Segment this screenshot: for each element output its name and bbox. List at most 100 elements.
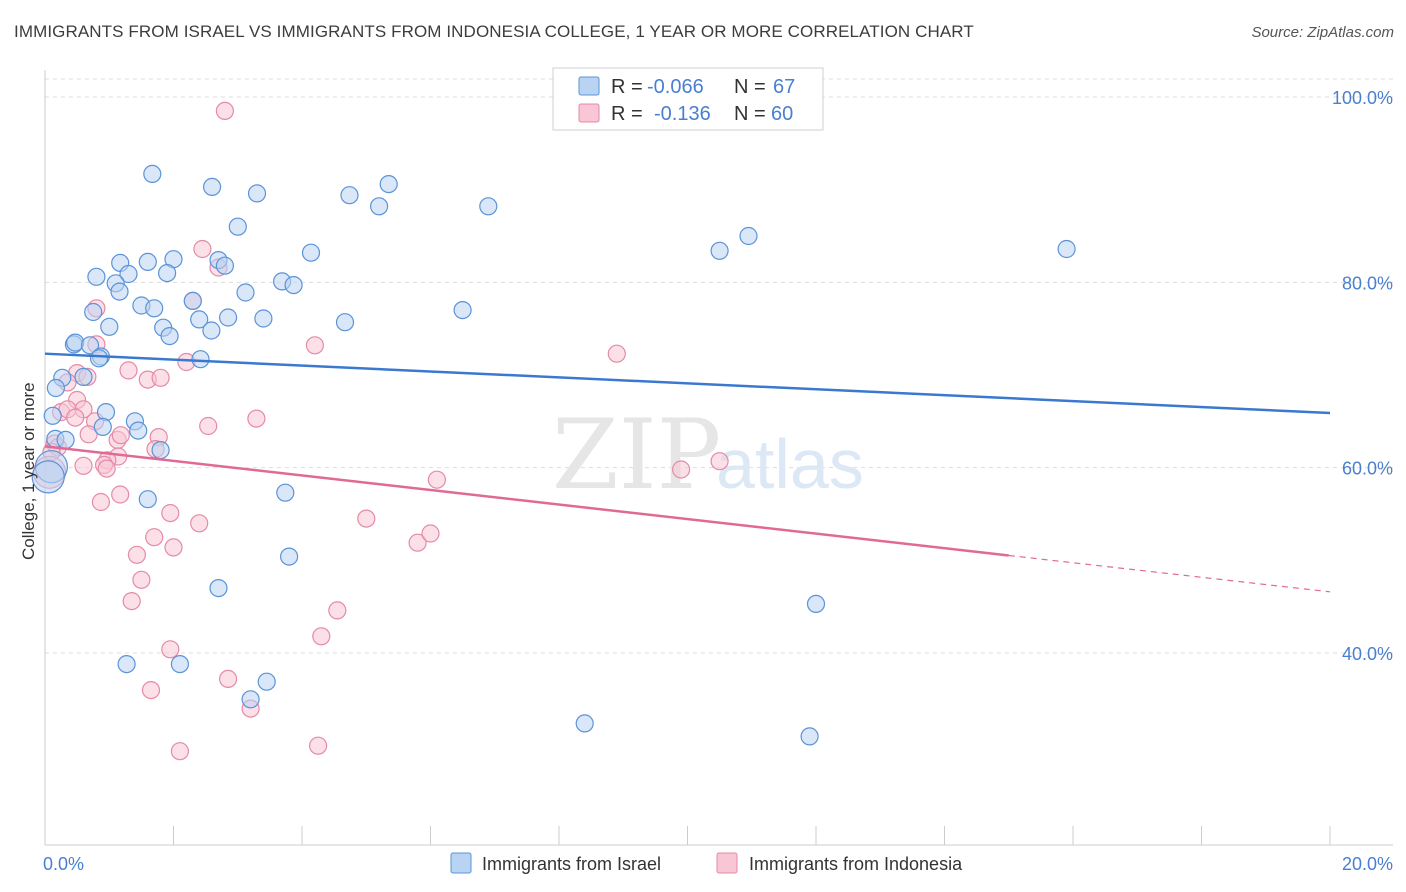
indonesia-point [164, 538, 183, 557]
israel-point [100, 317, 119, 336]
israel-point [575, 714, 594, 733]
y-tick-label: 40.0% [1342, 644, 1393, 664]
indonesia-point [66, 408, 85, 427]
watermark-zip: ZIP [552, 399, 721, 511]
israel-point [254, 309, 273, 328]
israel-point [219, 308, 238, 327]
legend-indonesia-swatch [578, 103, 600, 123]
israel-point [284, 276, 303, 295]
indonesia-point [161, 640, 180, 659]
israel-point [110, 282, 129, 301]
israel-point [739, 226, 758, 246]
israel-point [119, 264, 138, 284]
chart-title: IMMIGRANTS FROM ISRAEL VS IMMIGRANTS FRO… [14, 22, 974, 41]
israel-point [66, 333, 85, 352]
israel-point [43, 406, 62, 425]
israel-point [129, 421, 148, 440]
legend-israel-n-label: N = [734, 76, 766, 98]
indonesia-point [151, 368, 170, 387]
israel-point [138, 252, 157, 271]
indonesia-point [141, 680, 161, 700]
israel-point [276, 483, 295, 502]
israel-point [117, 654, 136, 674]
israel-point [301, 243, 321, 262]
israel-point [190, 310, 209, 329]
israel-point [203, 177, 222, 196]
indonesia-point [91, 492, 111, 512]
bottom-legend-indonesia-swatch [716, 852, 738, 874]
legend: R = -0.066 N = 67 R = -0.136 N = 60 [552, 67, 824, 131]
indonesia-point [219, 669, 238, 689]
israel-point [96, 403, 116, 422]
indonesia-point [357, 509, 376, 528]
indonesia-point [427, 470, 446, 489]
indonesia-point [671, 460, 691, 479]
israel-point [46, 378, 66, 398]
indonesia-point [132, 570, 151, 589]
israel-point [31, 460, 65, 494]
israel-point [84, 302, 103, 322]
trend-line-indonesia-extension [1008, 554, 1331, 593]
israel-point [1057, 239, 1076, 259]
y-tick-label: 100.0% [1332, 88, 1393, 108]
israel-point [80, 336, 100, 355]
legend-israel-swatch [578, 76, 600, 96]
israel-point [191, 350, 210, 369]
israel-point [710, 241, 729, 260]
israel-point [800, 727, 819, 746]
legend-indonesia-n-label: N = [734, 103, 766, 125]
israel-point [183, 291, 202, 310]
indonesia-point [710, 452, 729, 471]
indonesia-point [193, 239, 212, 259]
bottom-legend-indonesia-label: Immigrants from Indonesia [749, 854, 963, 874]
israel-point [56, 430, 75, 449]
israel-point [241, 690, 260, 709]
indonesia-point [305, 336, 324, 355]
legend-israel-r-value: -0.066 [647, 76, 704, 98]
israel-point [479, 197, 498, 216]
y-tick-label: 80.0% [1342, 273, 1393, 293]
israel-point [202, 321, 221, 340]
israel-point [257, 672, 276, 691]
israel-point [335, 313, 355, 332]
axes-layer: 100.0% 80.0% 60.0% 40.0% 0.0% 20.0% [43, 70, 1393, 874]
indonesia-point [127, 545, 146, 564]
israel-point [151, 441, 170, 460]
indonesia-point [421, 524, 440, 543]
israel-point [170, 654, 189, 674]
legend-indonesia-r-label: R = [611, 103, 643, 125]
indonesia-point [312, 627, 331, 646]
israel-point [280, 547, 299, 566]
legend-indonesia-r-value: -0.136 [654, 103, 711, 125]
israel-point [143, 164, 162, 183]
israel-point [379, 175, 398, 194]
indonesia-point [74, 456, 93, 475]
israel-point [74, 367, 93, 386]
indonesia-point [161, 503, 180, 523]
israel-point [138, 490, 157, 509]
bottom-legend-israel-swatch [450, 852, 472, 874]
legend-israel-n-value: 67 [773, 76, 795, 98]
trend-line-indonesia [44, 445, 1009, 557]
israel-point [370, 197, 389, 216]
grid-layer [45, 78, 1393, 654]
indonesia-point [170, 742, 189, 761]
indonesia-point [215, 101, 234, 121]
indonesia-point [607, 344, 626, 363]
indonesia-point [199, 416, 218, 436]
indonesia-point [119, 361, 138, 380]
israel-point [247, 184, 267, 203]
indonesia-point [97, 459, 116, 478]
indonesia-point [190, 514, 209, 533]
x-tick-label-max: 20.0% [1342, 854, 1393, 874]
israel-point [453, 301, 472, 320]
indonesia-point [79, 425, 98, 444]
indonesia-point [111, 485, 130, 504]
indonesia-point [309, 736, 328, 755]
israel-point [228, 217, 247, 236]
watermark: ZIP atlas [552, 399, 864, 511]
israel-point [806, 594, 826, 614]
israel-point [145, 299, 164, 318]
israel-point [87, 267, 106, 286]
